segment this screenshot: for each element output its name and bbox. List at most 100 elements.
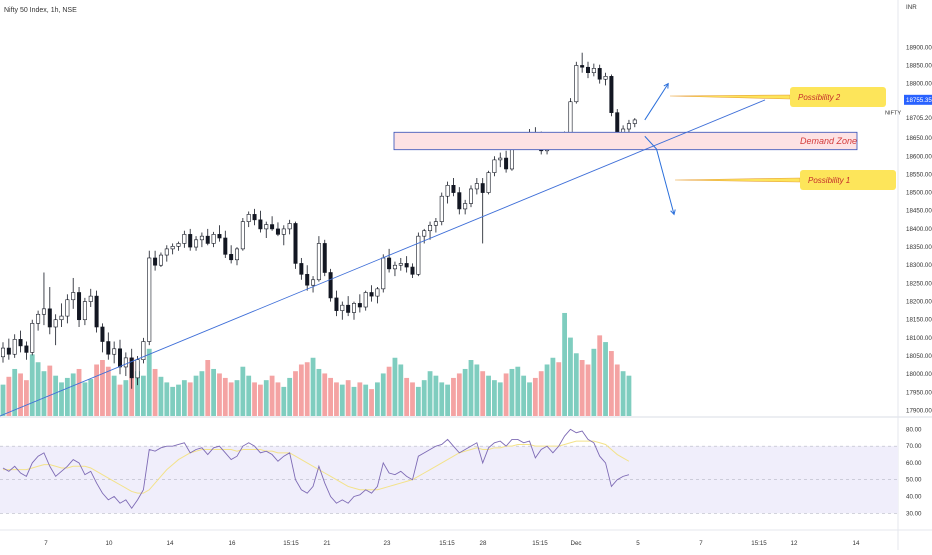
- volume-bar: [316, 368, 322, 416]
- candle: [626, 119, 631, 133]
- volume-bar: [468, 360, 474, 416]
- candle-body-up: [498, 157, 503, 161]
- trendline: [0, 99, 766, 417]
- candle: [363, 290, 368, 311]
- candle: [340, 301, 345, 320]
- candle-body-up: [30, 323, 35, 353]
- candle-body-down: [129, 357, 134, 379]
- volume-bar: [573, 353, 579, 416]
- candle: [474, 178, 479, 195]
- rsi-tick-label: 30.00: [906, 510, 922, 517]
- volume-bar: [392, 357, 398, 416]
- volume-bar: [480, 371, 486, 416]
- candle: [12, 334, 17, 358]
- candle: [24, 341, 29, 360]
- candle-body-up: [164, 248, 169, 256]
- volume-bar: [234, 380, 240, 416]
- candle: [451, 178, 456, 197]
- candle-body-up: [445, 185, 450, 197]
- volume-bar: [269, 375, 275, 416]
- volume-bar: [76, 368, 82, 416]
- candle: [322, 239, 327, 277]
- candle: [112, 341, 117, 364]
- candle-body-down: [77, 292, 82, 321]
- candle-body-up: [474, 183, 479, 190]
- candle-body-up: [246, 214, 251, 222]
- candle-body-up: [235, 248, 240, 261]
- candle: [468, 185, 473, 208]
- candle: [270, 216, 275, 231]
- volume-bar: [328, 377, 333, 416]
- rsi-tick-label: 40.00: [906, 494, 922, 501]
- candle-body-down: [188, 234, 193, 248]
- candle-body-up: [422, 230, 427, 237]
- candle-body-up: [158, 254, 163, 266]
- volume-bar: [217, 373, 222, 416]
- candle-body-down: [585, 66, 590, 73]
- candle-body-up: [199, 235, 204, 241]
- candle-body-up: [194, 239, 199, 248]
- volume-bar: [538, 371, 544, 416]
- candle-body-down: [451, 185, 456, 193]
- candle: [18, 330, 23, 353]
- price-tick-label: 18600.00: [906, 153, 932, 160]
- candle: [82, 297, 87, 326]
- chart-title: Nifty 50 Index, 1h, NSE: [4, 7, 77, 14]
- candle: [129, 348, 134, 389]
- candle-body-down: [275, 228, 280, 235]
- volume-bar: [410, 382, 415, 416]
- candle: [118, 339, 123, 375]
- time-tick-label: 14: [853, 540, 860, 547]
- volume-bar: [486, 375, 491, 416]
- volume-bar: [293, 371, 298, 416]
- axes-layer: INR 18900.00 18850.00 18800.00 18755.35 18705…: [44, 4, 932, 547]
- volume-bar: [82, 382, 88, 416]
- candle: [334, 290, 339, 317]
- candle: [229, 245, 234, 264]
- candle-body-down: [357, 303, 362, 308]
- rsi-tick-label: 80.00: [906, 426, 922, 433]
- volume-bar: [363, 384, 369, 416]
- candle: [311, 276, 316, 293]
- candle: [246, 211, 251, 228]
- candle-body-up: [574, 65, 579, 103]
- volume-bar: [158, 376, 164, 416]
- candle-body-down: [94, 295, 99, 328]
- candle-body-up: [468, 188, 473, 204]
- price-tick-label: 18000.00: [906, 371, 932, 378]
- volume-bar: [199, 371, 205, 416]
- volume-bar: [18, 373, 23, 416]
- candle-body-up: [340, 304, 345, 311]
- candle-body-up: [416, 235, 421, 275]
- candle: [188, 228, 193, 251]
- volume-bar: [603, 342, 608, 416]
- volume-bar: [492, 380, 497, 416]
- candle: [316, 236, 321, 282]
- volume-bar: [451, 377, 456, 416]
- time-tick-label: 14: [167, 540, 174, 547]
- time-tick-label: 7: [699, 540, 703, 547]
- price-tick-label: 18250.00: [906, 280, 932, 287]
- volume-bar: [281, 386, 287, 416]
- rsi-panel: [0, 428, 898, 514]
- candle-body-up: [82, 301, 87, 321]
- candle: [428, 221, 433, 240]
- price-tick-label: 18900.00: [906, 44, 932, 51]
- candle: [199, 232, 204, 248]
- candle: [153, 250, 158, 271]
- price-tick-label: 18100.00: [906, 335, 932, 342]
- volume-bar: [222, 377, 228, 416]
- volume-bar: [421, 380, 427, 416]
- candle-body-down: [346, 304, 351, 313]
- volume-bar: [181, 380, 187, 416]
- possibility-2-callout-label: Possibility 2: [798, 93, 841, 102]
- candle-body-up: [281, 228, 286, 235]
- volume-bar: [6, 376, 12, 416]
- candle-body-down: [293, 223, 298, 264]
- time-tick-label: 15:15: [283, 540, 299, 547]
- volume-bar: [135, 371, 140, 416]
- candle-body-down: [118, 348, 123, 368]
- candle: [264, 221, 269, 238]
